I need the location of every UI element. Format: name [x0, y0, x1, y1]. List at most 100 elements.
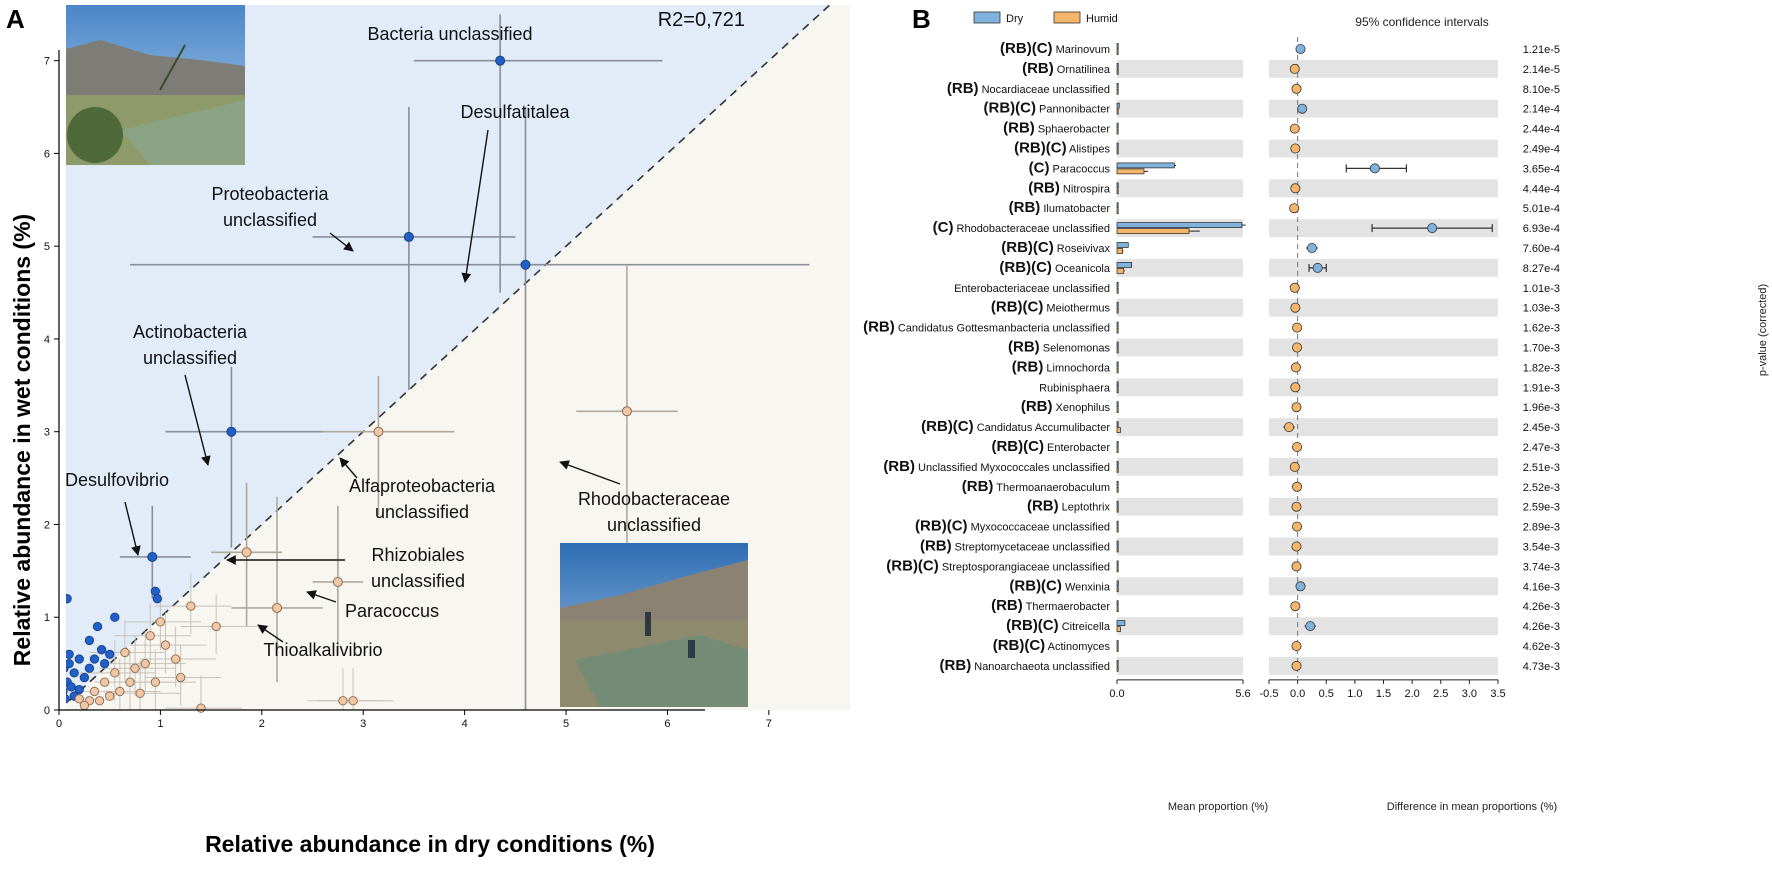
p-value: 8.27e-4 [1523, 263, 1560, 275]
taxon-name: Candidatus Accumulibacter [974, 422, 1111, 434]
bar-dry [1116, 560, 1119, 567]
labeled-point-below [332, 576, 343, 587]
taxon-name: Oceanicola [1052, 263, 1111, 275]
taxon-label: (RB)(C) Wenxinia [1009, 577, 1110, 594]
row-streptomycetaceae-unclassified: (RB) Streptomycetaceae unclassified 3.54e… [920, 538, 1560, 555]
x-tick-label: 1 [157, 718, 163, 730]
x-tick-label: 2 [259, 718, 265, 730]
data-point-below [176, 672, 186, 683]
data-point-above [110, 612, 120, 622]
taxon-prefix: (RB)(C) [991, 299, 1043, 316]
taxon-label: (RB)(C) Oceanicola [999, 259, 1110, 276]
diff-x-tick-label: 0.0 [1290, 688, 1305, 700]
row-stripe-bar [1117, 338, 1243, 357]
data-point-below [155, 617, 166, 627]
p-value: 3.65e-4 [1523, 163, 1560, 175]
annotation-label: Actinobacteria [133, 322, 248, 342]
diff-point [1289, 123, 1300, 134]
row-actinomyces: (RB)(C) Actinomyces 4.62e-3 [993, 637, 1560, 654]
diff-x-tick-label: 0.5 [1319, 688, 1334, 700]
x-tick-label: 0 [56, 718, 62, 730]
row-stripe-bar [1117, 577, 1243, 596]
p-value: 1.70e-3 [1523, 343, 1560, 355]
bar-dry [1116, 43, 1119, 49]
row-stripe-bar [1117, 457, 1243, 476]
data-point-below [150, 677, 160, 687]
data-point-above [105, 649, 115, 659]
bar-humid [1116, 407, 1119, 414]
panel-b-letter: B [912, 4, 931, 34]
annotation-arrow [559, 460, 621, 485]
taxon-prefix: (C) [933, 219, 954, 236]
taxon-label: (RB)(C) Marinovum [1000, 40, 1110, 57]
diff-x-tick-label: -0.5 [1260, 688, 1279, 700]
data-point-below [130, 663, 140, 673]
taxon-name: Roseivivax [1054, 243, 1111, 255]
bar-dry [1116, 660, 1119, 666]
row-stripe-diff [1269, 338, 1498, 357]
diff-point [1290, 143, 1301, 154]
taxon-name: Selenomonas [1040, 343, 1111, 355]
bar-x-tick-label: 5.6 [1235, 688, 1250, 700]
photo-dry-field [66, 5, 245, 165]
row-nanoarchaeota-unclassified: (RB) Nanoarchaeota unclassified 4.73e-3 [940, 657, 1560, 674]
bar-dry [1116, 540, 1119, 547]
bar-x-tick-label: 0.0 [1109, 688, 1124, 700]
photo-dry-stalk [159, 44, 186, 91]
p-value: 2.52e-3 [1523, 482, 1560, 494]
taxon-prefix: (RB)(C) [921, 418, 973, 435]
bar-humid [1116, 626, 1121, 632]
data-point-below [135, 688, 145, 698]
taxon-label: (RB) Thermaerobacter [991, 597, 1110, 614]
taxon-label: (RB) Nocardiaceae unclassified [947, 80, 1110, 97]
taxon-label: (C) Rhodobacteraceae unclassified [933, 219, 1110, 236]
bar-dry [1116, 520, 1119, 527]
bar-humid [1116, 427, 1121, 433]
data-point-above [66, 694, 70, 704]
taxon-label: (RB) Thermoanaerobaculum [962, 478, 1110, 495]
taxon-name: Alistipes [1067, 144, 1111, 156]
row-stripe-bar [1117, 258, 1243, 277]
row-marinovum: (RB)(C) Marinovum 1.21e-5 [1000, 40, 1560, 57]
photo-dry-pools [120, 100, 245, 165]
taxon-label: (RB) Xenophilus [1021, 398, 1111, 415]
diff-x-tick-label: 1.0 [1347, 688, 1362, 700]
labeled-point-below [373, 426, 384, 437]
bar-humid [1116, 606, 1119, 613]
p-value: 1.62e-3 [1523, 323, 1560, 335]
taxon-label: (RB)(C) Candidatus Accumulibacter [921, 418, 1110, 435]
annotation-desulfovibrio: Desulfovibrio [65, 470, 169, 556]
row-stripe-bar [1117, 537, 1243, 556]
row-ornatilinea: (RB) Ornatilinea 2.14e-5 [1022, 60, 1560, 77]
bar-humid [1116, 327, 1119, 334]
bar-dry [1116, 640, 1119, 646]
bar-dry [1116, 480, 1119, 487]
row-roseivivax: (RB)(C) Roseivivax 7.60e-4 [1001, 239, 1560, 256]
row-sphaerobacter: (RB) Sphaerobacter 2.44e-4 [1003, 120, 1560, 137]
bar-humid [1116, 646, 1119, 652]
error-bars-2 [312, 107, 516, 390]
taxon-label: (RB) Sphaerobacter [1003, 120, 1110, 137]
x-tick-label: 6 [664, 718, 670, 730]
annotation-label: Desulfatitalea [460, 102, 570, 122]
data-point-below [211, 621, 221, 632]
taxon-prefix: (RB)(C) [999, 259, 1051, 276]
annotation-arrow [306, 590, 337, 603]
row-stripe-bar [1117, 298, 1243, 317]
bar-dry [1116, 262, 1132, 268]
p-value: 5.01e-4 [1523, 203, 1560, 215]
taxon-label: (RB)(C) Enterobacter [991, 438, 1110, 455]
row-stripe-diff [1269, 378, 1498, 397]
annotation-label: Rhizobiales [371, 545, 464, 565]
diff-point [1291, 641, 1302, 652]
taxon-label: (RB) Unclassified Myxococcales unclassif… [883, 458, 1110, 475]
annotation-label: unclassified [143, 348, 237, 368]
p-value: 6.93e-4 [1523, 223, 1560, 235]
p-value: 1.03e-3 [1523, 303, 1560, 315]
bar-dry [1116, 401, 1119, 408]
bar-humid [1116, 188, 1119, 195]
bar-dry [1116, 361, 1119, 368]
labeled-point-below [621, 406, 632, 417]
data-point-above [57, 698, 65, 706]
row-alistipes: (RB)(C) Alistipes 2.49e-4 [1014, 140, 1560, 157]
